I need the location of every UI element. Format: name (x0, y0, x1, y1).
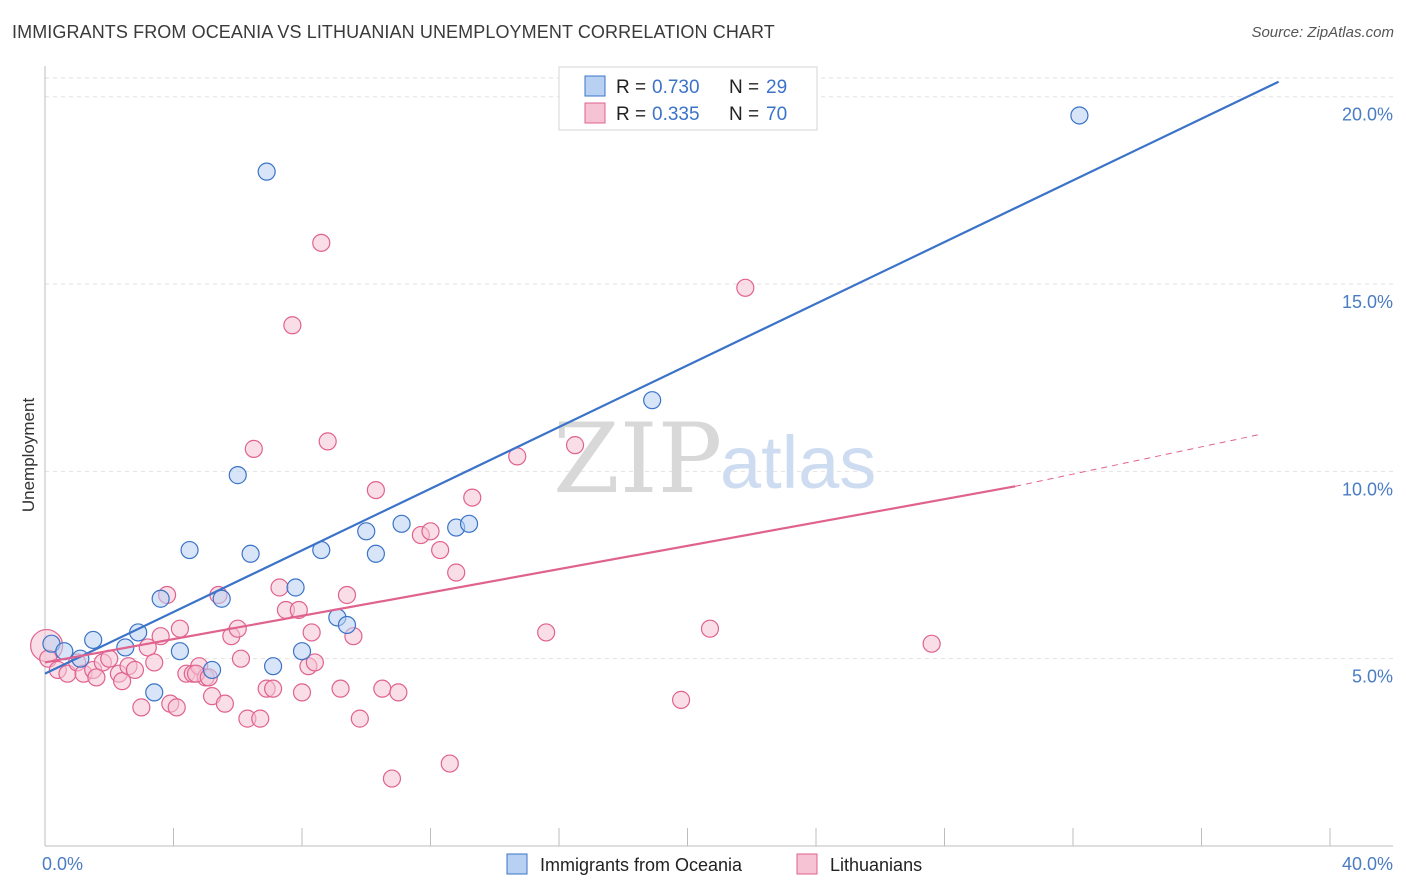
lithuanians-point-37 (283, 316, 302, 335)
bottom-legend-swatch-1 (796, 853, 818, 875)
lithuanians-point-62 (700, 619, 720, 638)
lithuanians-trend-extension (1015, 433, 1263, 487)
lithuanians-point-12 (132, 698, 151, 717)
watermark-zip: ZIP (553, 403, 722, 515)
bottom-legend: Immigrants from Oceania Lithuanians (506, 853, 922, 875)
lithuanians-point-43 (318, 432, 337, 451)
lithuanians-point-32 (251, 709, 270, 728)
lithuanians-point-31 (244, 439, 263, 458)
lithuanians-point-48 (366, 480, 385, 500)
lithuanians-point-51 (389, 683, 408, 702)
lithuanians-point-66 (87, 668, 106, 687)
oceania-point-22 (366, 544, 385, 563)
lithuanians-point-42 (312, 233, 331, 252)
lithuanians-point-9 (112, 672, 132, 691)
lithuanians-point-56 (447, 563, 466, 582)
oceania-point-17 (292, 642, 312, 661)
oceania-trend-line (44, 80, 1280, 675)
oceania-point-25 (459, 514, 479, 533)
lithuanians-point-59 (537, 623, 556, 642)
lithuanians-point-55 (440, 754, 459, 773)
trend-lines (44, 80, 1280, 675)
lithuanians-point-11 (125, 660, 145, 680)
lithuanians-point-61 (671, 690, 691, 709)
legend-r-label-1: R = (616, 104, 646, 125)
lithuanians-point-53 (421, 522, 440, 541)
oceania-point-20 (337, 615, 357, 635)
y-tick-label-3: 20.0% (1342, 105, 1393, 125)
y-tick-label-1: 10.0% (1342, 479, 1393, 499)
lithuanians-point-60 (565, 436, 585, 455)
oceania-point-12 (228, 466, 247, 485)
oceania-point-8 (170, 642, 190, 661)
lithuanians-trend-line (44, 485, 1016, 664)
lithuanians-point-29 (231, 649, 251, 668)
legend-n-label-0: N = (729, 77, 759, 98)
lithuanians-point-26 (215, 694, 234, 713)
lithuanians-point-18 (167, 698, 186, 717)
bottom-legend-label-0: Immigrants from Oceania (540, 855, 743, 875)
watermark: ZIP atlas (553, 403, 876, 515)
lithuanians-point-49 (373, 679, 392, 698)
lithuanians-point-19 (170, 619, 190, 638)
watermark-atlas: atlas (720, 421, 876, 504)
legend-n-label-1: N = (729, 104, 759, 125)
legend-n-value-0: 29 (766, 77, 787, 98)
oceania-point-15 (263, 657, 283, 676)
axes (44, 66, 1393, 847)
legend-n-value-1: 70 (766, 104, 787, 125)
oceania-point-7 (151, 589, 170, 608)
bottom-legend-label-1: Lithuanians (830, 855, 922, 875)
x-tick-label-0: 0.0% (42, 854, 83, 874)
oceania-point-6 (145, 683, 164, 702)
legend-r-label-0: R = (616, 77, 646, 98)
lithuanians-point-63 (736, 278, 755, 297)
lithuanians-point-39 (292, 683, 312, 702)
x-tick-label-1: 40.0% (1342, 854, 1393, 874)
legend-r-value-1: 0.335 (652, 104, 700, 125)
lithuanians-point-57 (463, 488, 482, 507)
oceania-point-3 (84, 630, 103, 650)
legend-r-value-0: 0.730 (652, 77, 700, 98)
oceania-point-14 (257, 162, 276, 181)
lithuanians-point-45 (337, 585, 357, 605)
oceania-point-21 (357, 522, 376, 541)
bottom-legend-swatch-0 (506, 853, 528, 875)
lithuanians-point-50 (382, 769, 402, 788)
oceania-point-11 (212, 589, 231, 608)
lithuanians-point-34 (263, 679, 283, 698)
oceania-point-10 (202, 660, 222, 680)
legend-swatch-1 (584, 102, 606, 124)
lithuanians-point-38 (289, 600, 308, 620)
lithuanians-point-67 (302, 623, 321, 642)
oceania-point-26 (643, 391, 662, 410)
lithuanians-point-64 (922, 634, 941, 653)
lithuanians-point-41 (305, 653, 324, 672)
oceania-point-16 (286, 578, 305, 597)
y-axis-label: Unemployment (19, 398, 38, 513)
lithuanians-points (30, 233, 941, 788)
lithuanians-point-47 (350, 709, 369, 728)
grid-lines (45, 77, 1393, 660)
x-tick-labels: 0.0% 40.0% (42, 854, 1393, 874)
oceania-point-27 (1070, 106, 1089, 125)
lithuanians-point-35 (270, 578, 289, 597)
oceania-point-13 (241, 544, 260, 563)
lithuanians-point-54 (431, 540, 450, 560)
lithuanians-point-14 (145, 653, 164, 672)
oceania-point-9 (180, 540, 199, 560)
y-tick-label-2: 15.0% (1342, 292, 1393, 312)
legend-box: R = 0.730 N = 29 R = 0.335 N = 70 (558, 66, 818, 131)
lithuanians-point-44 (331, 679, 350, 698)
y-tick-labels: 5.0% 10.0% 15.0% 20.0% (1342, 105, 1393, 687)
y-tick-label-0: 5.0% (1352, 667, 1393, 687)
oceania-point-23 (392, 514, 411, 533)
source-label: Source: ZipAtlas.com (1251, 24, 1394, 41)
legend-swatch-0 (584, 75, 606, 97)
chart-title: IMMIGRANTS FROM OCEANIA VS LITHUANIAN UN… (12, 22, 775, 42)
